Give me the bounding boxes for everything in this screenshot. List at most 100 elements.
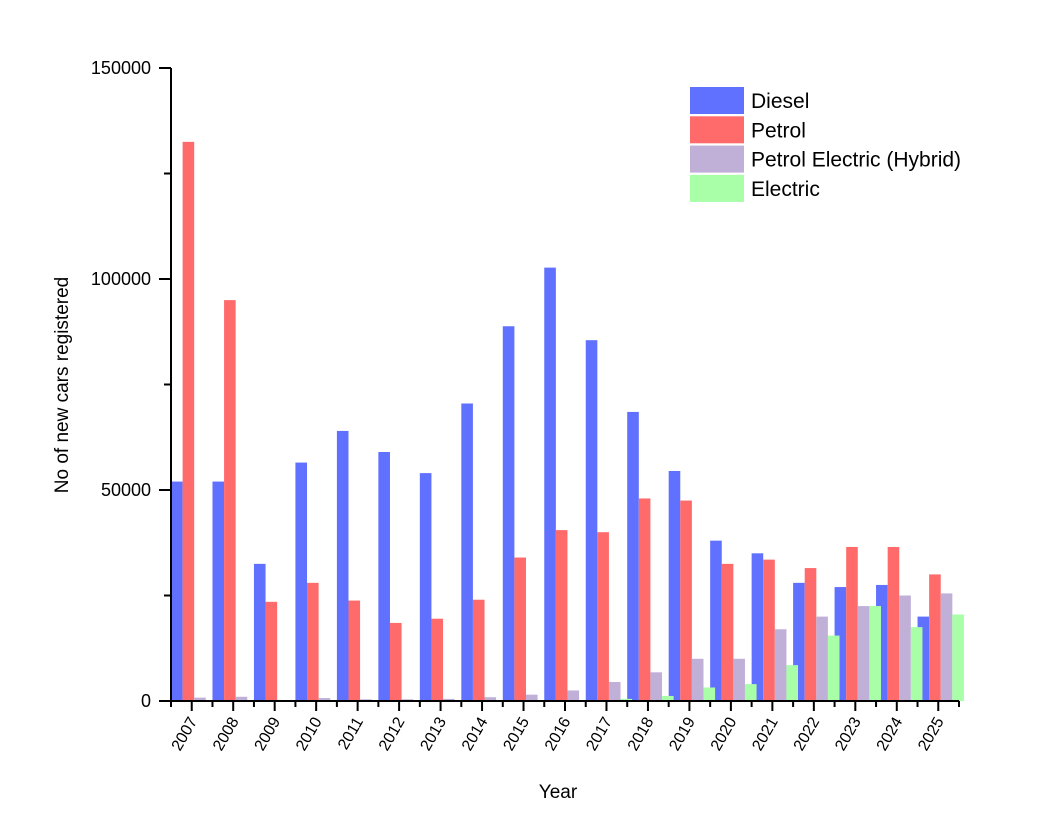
bar-petrol-2023 xyxy=(846,546,858,701)
bar-petrol-2019 xyxy=(680,500,692,701)
x-axis-title: Year xyxy=(539,782,578,803)
series-petrol-electric-hybrid xyxy=(194,593,953,701)
bar-electric-2018 xyxy=(662,695,674,701)
bar-petrol-electric-hybrid-2024 xyxy=(899,595,911,701)
x-tick-label: 2012 xyxy=(376,714,409,753)
y-axis-title: No of new cars registered xyxy=(52,277,73,494)
y-tick-label: 150000 xyxy=(91,58,151,78)
bar-electric-2021 xyxy=(786,665,799,701)
bar-petrol-2011 xyxy=(348,600,361,701)
bar-diesel-2025 xyxy=(917,616,930,701)
bar-petrol-electric-hybrid-2007 xyxy=(194,697,206,701)
x-tick-label: 2019 xyxy=(666,714,699,753)
bar-petrol-electric-hybrid-2014 xyxy=(484,697,497,701)
x-tick-label: 2018 xyxy=(625,714,658,753)
y-tick-label: 100000 xyxy=(91,269,151,289)
bar-petrol-electric-hybrid-2017 xyxy=(608,682,621,701)
bar-petrol-electric-hybrid-2010 xyxy=(318,698,331,701)
bar-petrol-electric-hybrid-2015 xyxy=(525,694,538,701)
legend-label-diesel: Diesel xyxy=(751,90,809,113)
x-tick-label: 2020 xyxy=(708,714,741,753)
bar-petrol-2007 xyxy=(182,141,195,702)
legend-swatch-petrol-electric-hybrid xyxy=(690,145,744,173)
bar-petrol-2022 xyxy=(804,568,817,701)
legend-swatch-petrol xyxy=(690,116,744,144)
bar-petrol-2009 xyxy=(265,601,278,701)
bar-diesel-2024 xyxy=(876,584,888,701)
x-tick-label: 2010 xyxy=(293,714,326,753)
x-tick-label: 2025 xyxy=(915,714,948,753)
bar-electric-2022 xyxy=(827,635,840,701)
bar-petrol-electric-hybrid-2023 xyxy=(857,606,870,701)
bar-diesel-2019 xyxy=(668,471,681,701)
bar-diesel-2010 xyxy=(295,462,308,701)
bar-petrol-2025 xyxy=(929,574,941,701)
legend-swatch-electric xyxy=(690,174,744,202)
bar-diesel-2007 xyxy=(171,481,183,701)
bar-electric-2023 xyxy=(869,606,881,701)
x-tick-label: 2008 xyxy=(210,714,243,753)
bar-petrol-2021 xyxy=(763,559,775,701)
bar-petrol-electric-hybrid-2021 xyxy=(774,629,787,701)
x-tick-label: 2009 xyxy=(252,714,285,753)
bar-petrol-electric-hybrid-2008 xyxy=(235,696,248,701)
legend-label-petrol-electric-hybrid: Petrol Electric (Hybrid) xyxy=(751,149,961,172)
bar-petrol-electric-hybrid-2016 xyxy=(567,690,580,701)
legend-label-petrol: Petrol xyxy=(751,119,806,142)
bar-electric-2020 xyxy=(744,684,757,701)
bar-diesel-2009 xyxy=(253,563,266,701)
bar-diesel-2015 xyxy=(502,326,515,701)
bar-diesel-2016 xyxy=(544,267,556,701)
bar-petrol-2017 xyxy=(597,532,609,701)
series-electric xyxy=(620,606,964,701)
legend-label-electric: Electric xyxy=(751,178,820,201)
bar-diesel-2012 xyxy=(378,452,390,701)
x-tick-label: 2021 xyxy=(749,714,782,753)
x-tick-label: 2022 xyxy=(791,714,824,753)
x-tick-label: 2017 xyxy=(583,714,616,753)
x-tick-label: 2014 xyxy=(459,714,492,753)
x-tick-label: 2015 xyxy=(500,714,533,753)
x-tick-label: 2016 xyxy=(542,714,575,753)
bar-diesel-2021 xyxy=(751,553,764,701)
x-tick-label: 2024 xyxy=(874,714,907,753)
bar-diesel-2013 xyxy=(419,473,432,701)
bar-petrol-2013 xyxy=(431,618,444,701)
bar-electric-2019 xyxy=(703,687,716,701)
legend-swatch-diesel xyxy=(690,87,744,114)
y-tick-label: 50000 xyxy=(101,480,151,500)
x-tick-label: 2023 xyxy=(832,714,865,753)
bar-diesel-2020 xyxy=(710,540,722,701)
bar-diesel-2011 xyxy=(336,430,349,701)
bar-diesel-2018 xyxy=(627,411,639,701)
bar-petrol-2008 xyxy=(224,300,236,701)
bar-petrol-electric-hybrid-2019 xyxy=(691,658,704,701)
bar-diesel-2014 xyxy=(461,403,473,701)
y-tick-label: 0 xyxy=(141,691,151,711)
bar-diesel-2008 xyxy=(212,481,225,701)
bars-layer xyxy=(171,141,964,702)
x-tick-label: 2007 xyxy=(169,714,202,753)
bar-diesel-2022 xyxy=(793,582,805,701)
series-petrol xyxy=(182,141,941,702)
bar-petrol-electric-hybrid-2013 xyxy=(443,698,455,701)
bar-diesel-2023 xyxy=(834,587,847,701)
legend: Diesel Petrol Petrol Electric (Hybrid) Elec… xyxy=(690,87,961,202)
bar-electric-2025 xyxy=(952,614,964,701)
bar-petrol-2010 xyxy=(307,582,319,701)
bar-petrol-2014 xyxy=(472,599,485,701)
bar-petrol-2016 xyxy=(555,530,568,701)
bar-electric-2024 xyxy=(910,627,923,701)
bar-petrol-2024 xyxy=(887,546,900,701)
bar-petrol-2020 xyxy=(721,563,734,701)
bar-petrol-2015 xyxy=(514,557,526,701)
x-tick-label: 2011 xyxy=(335,714,367,752)
series-diesel xyxy=(171,267,930,701)
bar-petrol-electric-hybrid-2020 xyxy=(733,658,745,701)
bar-petrol-electric-hybrid-2022 xyxy=(816,616,828,701)
bar-electric-2017 xyxy=(620,698,633,701)
x-tick-label: 2013 xyxy=(418,714,451,753)
bar-petrol-electric-hybrid-2018 xyxy=(650,672,663,701)
